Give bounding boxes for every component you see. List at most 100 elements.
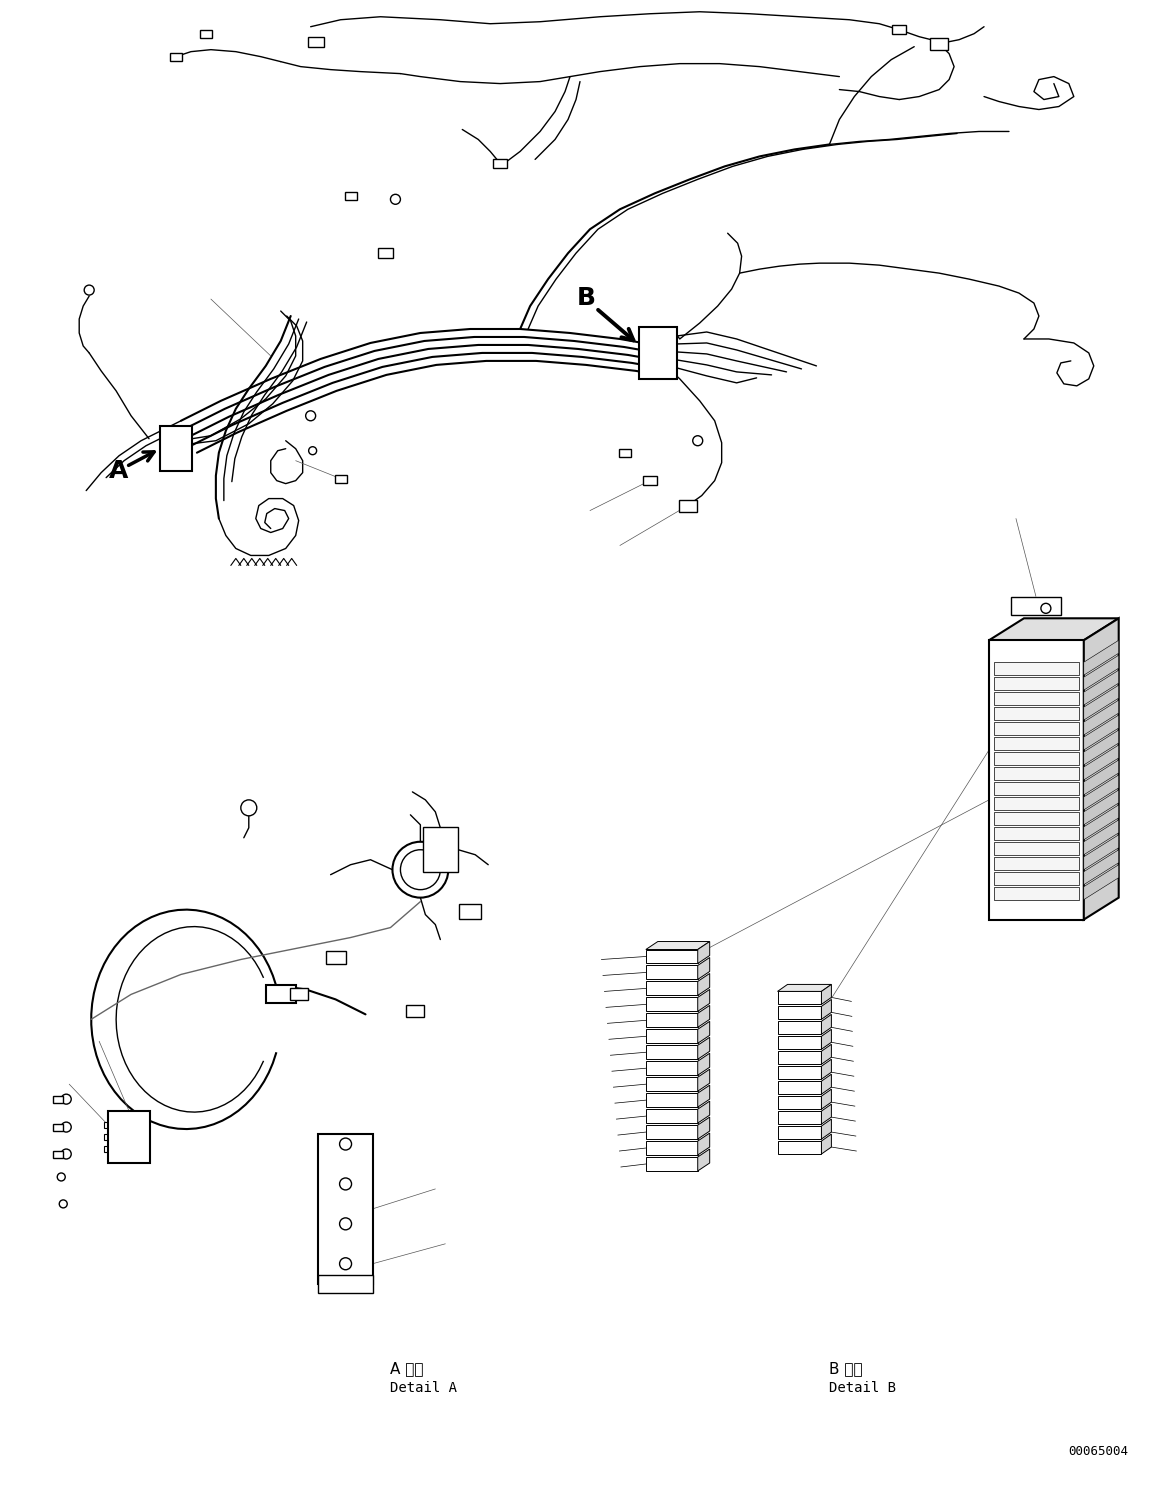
Polygon shape <box>778 1006 821 1019</box>
Polygon shape <box>645 1013 698 1027</box>
Polygon shape <box>1084 640 1119 676</box>
Polygon shape <box>698 1149 709 1171</box>
Polygon shape <box>645 997 698 1012</box>
Polygon shape <box>994 857 1079 869</box>
Polygon shape <box>1084 731 1119 765</box>
Circle shape <box>391 195 400 204</box>
Polygon shape <box>1084 760 1119 795</box>
Polygon shape <box>698 1021 709 1043</box>
Text: A 詳細: A 詳細 <box>391 1362 424 1376</box>
Polygon shape <box>778 991 821 1004</box>
Bar <box>1011 597 1061 616</box>
Polygon shape <box>821 1134 832 1155</box>
Circle shape <box>308 446 316 455</box>
Polygon shape <box>778 1141 821 1155</box>
Polygon shape <box>698 942 709 963</box>
Polygon shape <box>698 1101 709 1123</box>
Polygon shape <box>778 1051 821 1064</box>
Polygon shape <box>1084 670 1119 705</box>
Polygon shape <box>994 798 1079 809</box>
Polygon shape <box>994 827 1079 839</box>
Polygon shape <box>645 966 698 979</box>
Polygon shape <box>645 1141 698 1155</box>
Polygon shape <box>1084 701 1119 735</box>
Polygon shape <box>1084 835 1119 869</box>
Polygon shape <box>778 1082 821 1094</box>
Bar <box>619 449 630 457</box>
Polygon shape <box>821 1045 832 1064</box>
Bar <box>200 30 212 37</box>
Circle shape <box>57 1173 65 1181</box>
Bar <box>679 500 697 512</box>
Polygon shape <box>1084 865 1119 900</box>
Polygon shape <box>821 1015 832 1034</box>
Circle shape <box>84 286 94 295</box>
Circle shape <box>59 1199 67 1208</box>
Polygon shape <box>778 1097 821 1109</box>
Polygon shape <box>778 1126 821 1138</box>
Polygon shape <box>994 751 1079 765</box>
Polygon shape <box>994 722 1079 735</box>
Polygon shape <box>994 887 1079 900</box>
Bar <box>326 951 345 964</box>
Bar <box>170 52 181 61</box>
Circle shape <box>340 1217 351 1231</box>
Polygon shape <box>698 990 709 1012</box>
Polygon shape <box>1084 655 1119 690</box>
Bar <box>319 1134 373 1284</box>
Polygon shape <box>1084 775 1119 809</box>
Polygon shape <box>645 1158 698 1171</box>
Polygon shape <box>778 1036 821 1049</box>
Bar <box>319 1275 373 1293</box>
Polygon shape <box>1084 790 1119 824</box>
Text: B 詳細: B 詳細 <box>829 1362 863 1376</box>
Text: B: B <box>577 286 595 310</box>
Bar <box>53 1123 63 1131</box>
Polygon shape <box>698 1054 709 1076</box>
Polygon shape <box>1084 850 1119 885</box>
Polygon shape <box>645 1077 698 1091</box>
Polygon shape <box>1084 820 1119 854</box>
Bar <box>378 248 393 257</box>
Polygon shape <box>645 1125 698 1138</box>
Polygon shape <box>698 1037 709 1059</box>
Bar <box>308 37 323 46</box>
Polygon shape <box>821 1074 832 1094</box>
Polygon shape <box>698 1085 709 1107</box>
Polygon shape <box>778 1112 821 1123</box>
Text: Detail A: Detail A <box>391 1381 457 1396</box>
Polygon shape <box>821 1059 832 1079</box>
Bar <box>406 1006 424 1018</box>
Circle shape <box>241 801 257 815</box>
Polygon shape <box>778 1067 821 1079</box>
Polygon shape <box>1084 716 1119 750</box>
Polygon shape <box>821 1104 832 1123</box>
Bar <box>643 476 657 485</box>
Polygon shape <box>821 1000 832 1019</box>
Circle shape <box>306 411 315 421</box>
Polygon shape <box>1084 805 1119 839</box>
Polygon shape <box>1084 745 1119 780</box>
Circle shape <box>392 842 448 897</box>
Polygon shape <box>821 1119 832 1138</box>
Bar <box>335 475 347 482</box>
Bar <box>105 1122 112 1128</box>
Polygon shape <box>698 957 709 979</box>
Polygon shape <box>645 949 698 963</box>
Polygon shape <box>645 1109 698 1123</box>
Polygon shape <box>994 677 1079 690</box>
Bar <box>459 905 481 920</box>
Circle shape <box>340 1138 351 1150</box>
Polygon shape <box>989 640 1084 920</box>
Polygon shape <box>645 1030 698 1043</box>
Polygon shape <box>821 1030 832 1049</box>
Polygon shape <box>994 766 1079 780</box>
Polygon shape <box>645 1094 698 1107</box>
Text: A: A <box>108 458 128 482</box>
Bar <box>108 1112 150 1164</box>
Bar <box>53 1095 63 1103</box>
Circle shape <box>62 1149 71 1159</box>
Circle shape <box>62 1122 71 1132</box>
Polygon shape <box>994 812 1079 824</box>
Bar <box>290 988 308 1000</box>
